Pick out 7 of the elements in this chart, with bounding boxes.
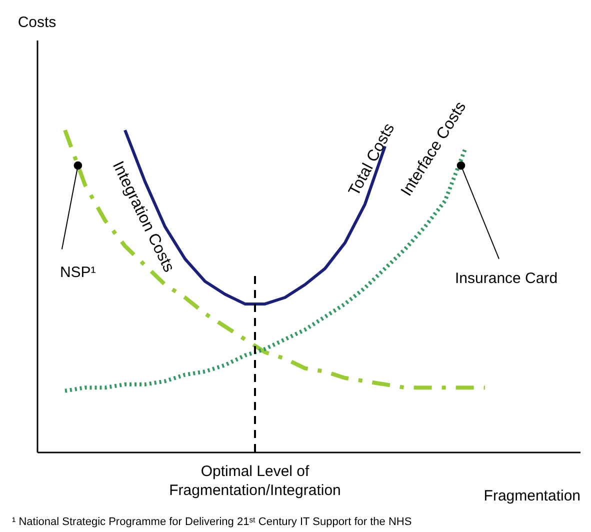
- text: Total Costs: [346, 120, 398, 199]
- annotation: NSP¹: [60, 264, 96, 281]
- text: Optimal Level of Fragmentation/Integration: [169, 463, 341, 499]
- text: ¹ National Strategic Programme for Delivering 21ˢᵗ Century IT Support for the NHS: [12, 516, 412, 528]
- annotation: Insurance Card: [455, 270, 558, 288]
- x-axis-title: Fragmentation: [484, 488, 580, 504]
- text: Costs: [18, 14, 56, 31]
